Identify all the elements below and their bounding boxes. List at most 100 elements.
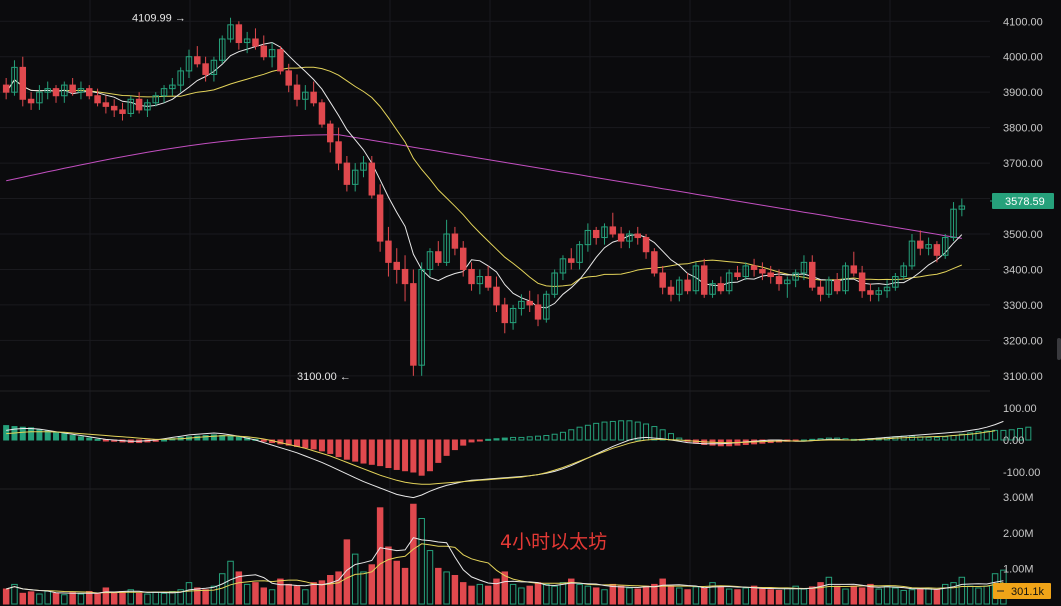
volume-bar bbox=[302, 589, 309, 605]
candle-down bbox=[94, 95, 101, 104]
macd-bar bbox=[460, 439, 467, 446]
macd-bar bbox=[235, 436, 242, 441]
macd-bar bbox=[535, 435, 542, 441]
volume-bar bbox=[917, 588, 924, 605]
price-tick: 3500.00 bbox=[1003, 229, 1043, 241]
candle-up bbox=[443, 233, 450, 263]
volume-bar bbox=[160, 592, 168, 605]
candle-down bbox=[468, 268, 475, 285]
volume-bar bbox=[385, 546, 392, 605]
candle-up bbox=[925, 244, 932, 249]
candle-down bbox=[435, 251, 442, 263]
macd-dif-line bbox=[6, 420, 1004, 499]
macd-bar bbox=[161, 439, 168, 442]
candle-up bbox=[842, 265, 849, 292]
candle-down bbox=[493, 286, 500, 306]
candle-down bbox=[933, 244, 941, 256]
volume-bar bbox=[393, 560, 400, 605]
candle-up bbox=[784, 279, 791, 285]
candle-up bbox=[692, 265, 700, 292]
volume-bar bbox=[983, 585, 991, 605]
volume-bar bbox=[310, 582, 317, 605]
price-tick: 3700.00 bbox=[1003, 158, 1043, 170]
macd-bar bbox=[618, 420, 625, 441]
candle-down bbox=[734, 272, 741, 278]
candle-down bbox=[327, 123, 334, 143]
candle-down bbox=[526, 300, 533, 306]
volume-bar bbox=[152, 591, 159, 605]
candle-up bbox=[36, 91, 43, 104]
macd-bar bbox=[385, 439, 392, 469]
candle-down bbox=[642, 237, 650, 253]
candle-up bbox=[559, 258, 567, 274]
candle-down bbox=[19, 66, 27, 100]
volume-bar bbox=[19, 592, 27, 605]
volume-bar bbox=[817, 582, 824, 605]
volume-bar bbox=[451, 575, 459, 605]
candle-down bbox=[750, 265, 758, 270]
candle-up bbox=[160, 88, 168, 97]
volume-bar bbox=[626, 587, 633, 605]
volume-bar bbox=[526, 585, 533, 605]
candle-down bbox=[335, 141, 342, 164]
candle-up bbox=[77, 88, 85, 93]
macd-bar bbox=[950, 435, 957, 441]
volume-bar bbox=[202, 589, 209, 605]
candle-down bbox=[318, 102, 326, 125]
volume-bar bbox=[144, 593, 151, 605]
volume-bar bbox=[750, 585, 758, 605]
volume-bar bbox=[86, 591, 93, 605]
volume-bar bbox=[676, 587, 683, 605]
macd-tick: 0.00 bbox=[1003, 435, 1024, 447]
volume-bar bbox=[784, 587, 791, 605]
ma-mid-line bbox=[5, 66, 962, 288]
candle-up bbox=[725, 272, 733, 292]
candle-down bbox=[684, 279, 691, 292]
volume-bar bbox=[235, 571, 243, 605]
last-price-label: 3578.59 bbox=[1005, 196, 1045, 208]
macd-bar bbox=[543, 435, 550, 441]
price-tick: 4000.00 bbox=[1003, 52, 1043, 64]
candle-down bbox=[867, 290, 874, 295]
macd-bar bbox=[942, 436, 949, 441]
volume-bar bbox=[493, 578, 500, 605]
candle-down bbox=[202, 63, 209, 75]
volume-bar bbox=[667, 585, 675, 605]
macd-bar bbox=[526, 436, 533, 441]
volume-bar bbox=[94, 592, 101, 605]
macd-bar bbox=[202, 435, 209, 441]
candle-up bbox=[601, 226, 608, 239]
candle-up bbox=[543, 293, 550, 320]
macd-bar bbox=[933, 436, 940, 441]
macd-bar bbox=[1008, 429, 1015, 441]
volume-bar bbox=[551, 585, 558, 605]
volume-bar bbox=[883, 585, 891, 605]
panel-resize-handle[interactable] bbox=[1057, 338, 1061, 360]
candle-down bbox=[501, 304, 509, 324]
macd-bar bbox=[518, 436, 525, 441]
macd-bar bbox=[609, 420, 616, 441]
volume-bar bbox=[401, 567, 409, 605]
volume-bar bbox=[110, 592, 118, 605]
macd-bar bbox=[335, 439, 342, 458]
volume-bar bbox=[501, 571, 509, 605]
candle-down bbox=[568, 258, 575, 263]
candle-down bbox=[459, 247, 467, 270]
candle-up bbox=[11, 66, 18, 93]
volume-bar bbox=[243, 583, 251, 605]
macd-bar bbox=[19, 426, 26, 441]
macd-bar bbox=[285, 439, 292, 446]
volume-tick: 2.00M bbox=[1003, 528, 1034, 540]
candle-down bbox=[817, 286, 824, 295]
candle-up bbox=[152, 95, 159, 104]
macd-bar bbox=[925, 436, 932, 441]
volume-tick: 1.00M bbox=[1003, 563, 1034, 575]
macd-bar bbox=[958, 433, 965, 441]
volume-bars bbox=[2, 503, 1007, 605]
volume-bar bbox=[975, 587, 982, 605]
macd-bar bbox=[102, 439, 109, 442]
price-candles[interactable] bbox=[2, 17, 966, 376]
candle-down bbox=[534, 304, 542, 320]
volume-bar bbox=[52, 592, 60, 605]
candle-up bbox=[800, 261, 808, 274]
